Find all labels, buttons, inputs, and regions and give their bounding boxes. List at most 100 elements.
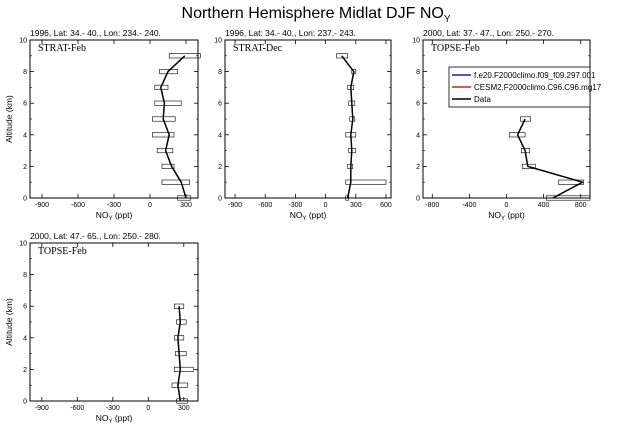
- y-tick-label: 2: [218, 164, 222, 171]
- panel-inner-label: TOPSE-Feb: [431, 43, 480, 54]
- y-tick-label: 6: [23, 101, 27, 108]
- range-box: [175, 351, 187, 357]
- x-axis-label-main: NO: [290, 210, 303, 220]
- range-box: [521, 163, 536, 169]
- legend-label: CESM2.F2000climo.C96.C96.mg17: [474, 83, 602, 92]
- x-axis-label: NOY (ppt): [488, 210, 525, 222]
- x-tick-label: 0: [148, 202, 152, 209]
- x-tick-label: -600: [70, 405, 84, 412]
- y-tick-label: 4: [218, 132, 222, 139]
- x-axis-label-unit: (ppt): [306, 210, 326, 220]
- figure-title-subscript: Y: [444, 14, 451, 25]
- panel-2: 1996, Lat: 34.- 40., Lon: 237.- 243. STRA…: [214, 28, 392, 222]
- panels: 1996, Lat: 34.- 40., Lon: 234.- 240. STRA…: [4, 28, 591, 425]
- x-axis-label: NOY (ppt): [96, 413, 133, 425]
- range-box: [176, 398, 188, 404]
- range-box: [558, 179, 584, 185]
- x-tick-label: 0: [324, 202, 328, 209]
- x-axis-label-unit: (ppt): [112, 413, 132, 423]
- y-tick-label: 8: [23, 272, 27, 279]
- range-box: [336, 53, 349, 59]
- range-box: [168, 53, 201, 59]
- x-tick-label: -300: [288, 202, 302, 209]
- y-tick-label: 8: [218, 69, 222, 76]
- x-tick-label: -300: [106, 405, 120, 412]
- legend-box: [448, 66, 591, 108]
- y-tick-label: 10: [19, 38, 27, 45]
- x-axis-label-main: NO: [96, 413, 109, 423]
- y-tick-label: 2: [23, 367, 27, 374]
- x-tick-label: -400: [462, 202, 476, 209]
- panel-header: 1996, Lat: 34.- 40., Lon: 237.- 243.: [225, 28, 356, 38]
- y-tick-label: 2: [416, 164, 420, 171]
- panel-header: 2000, Lat: 47.- 65., Lon: 250.- 280.: [30, 231, 161, 241]
- data-line: [516, 118, 584, 199]
- panel-header: 1996, Lat: 34.- 40., Lon: 234.- 240.: [30, 28, 161, 38]
- panel-4: 2000, Lat: 47.- 65., Lon: 250.- 280. TOPS…: [4, 231, 199, 425]
- y-tick-label: 4: [23, 132, 27, 139]
- panel-inner-label: TOPSE-Feb: [38, 246, 87, 257]
- legend-label: f.e20.F2000climo.f09_f09.297.001: [474, 71, 596, 80]
- range-box: [156, 148, 174, 154]
- x-axis-label-unit: (ppt): [112, 210, 132, 220]
- y-tick-label: 8: [23, 69, 27, 76]
- plot-frame: [422, 39, 591, 199]
- panel-1: 1996, Lat: 34.- 40., Lon: 234.- 240. STRA…: [4, 28, 201, 222]
- x-tick-label: -600: [71, 202, 85, 209]
- y-tick-label: 0: [23, 196, 27, 203]
- plot-frame: [29, 242, 199, 402]
- data-line: [160, 55, 187, 199]
- legend: f.e20.F2000climo.f09_f09.297.001 CESM2.F2…: [448, 66, 602, 108]
- x-tick-label: 600: [380, 202, 392, 209]
- range-box: [176, 319, 187, 325]
- y-tick-label: 0: [416, 196, 420, 203]
- figure-title: Northern Hemisphere Midlat DJF NOY: [182, 5, 451, 25]
- range-box: [345, 179, 387, 185]
- range-box: [546, 195, 591, 201]
- figure-title-text: Northern Hemisphere Midlat DJF NO: [182, 5, 444, 22]
- x-tick-label: -800: [425, 202, 439, 209]
- range-box: [161, 179, 190, 185]
- data-line: [341, 55, 355, 199]
- range-box: [177, 195, 192, 201]
- data-line: [177, 306, 182, 402]
- y-tick-label: 6: [23, 304, 27, 311]
- range-box: [174, 366, 194, 372]
- x-tick-label: -900: [228, 202, 242, 209]
- y-tick-label: 2: [23, 164, 27, 171]
- range-box: [174, 335, 185, 341]
- x-axis-label-subscript: Y: [302, 216, 306, 222]
- x-tick-label: -300: [107, 202, 121, 209]
- x-tick-label: 0: [146, 405, 150, 412]
- x-tick-label: -600: [258, 202, 272, 209]
- range-box: [161, 163, 175, 169]
- x-tick-label: 400: [538, 202, 550, 209]
- panel-inner-label: STRAT-Feb: [38, 43, 86, 54]
- y-tick-label: 4: [23, 335, 27, 342]
- x-tick-label: 300: [178, 405, 190, 412]
- range-box: [171, 382, 188, 388]
- range-box: [508, 132, 526, 138]
- x-axis-label-subscript: Y: [501, 216, 505, 222]
- y-tick-label: 0: [218, 196, 222, 203]
- x-tick-label: -900: [35, 405, 49, 412]
- y-tick-label: 10: [214, 38, 222, 45]
- x-axis-label-subscript: Y: [108, 216, 112, 222]
- panel-header: 2000, Lat: 37.- 47., Lon: 250.- 270.: [423, 28, 554, 38]
- range-box: [520, 116, 531, 122]
- range-box: [159, 69, 178, 75]
- legend-label: Data: [474, 95, 491, 104]
- x-tick-label: -900: [35, 202, 49, 209]
- x-axis-label-unit: (ppt): [505, 210, 525, 220]
- range-box: [152, 132, 175, 138]
- range-box: [345, 195, 350, 201]
- x-axis-label-main: NO: [96, 210, 109, 220]
- plot-frame: [224, 39, 392, 199]
- y-tick-label: 6: [416, 101, 420, 108]
- x-axis-label-main: NO: [488, 210, 501, 220]
- y-tick-label: 10: [19, 241, 27, 248]
- y-tick-label: 8: [416, 69, 420, 76]
- y-tick-label: 6: [218, 101, 222, 108]
- x-axis-label: NOY (ppt): [290, 210, 327, 222]
